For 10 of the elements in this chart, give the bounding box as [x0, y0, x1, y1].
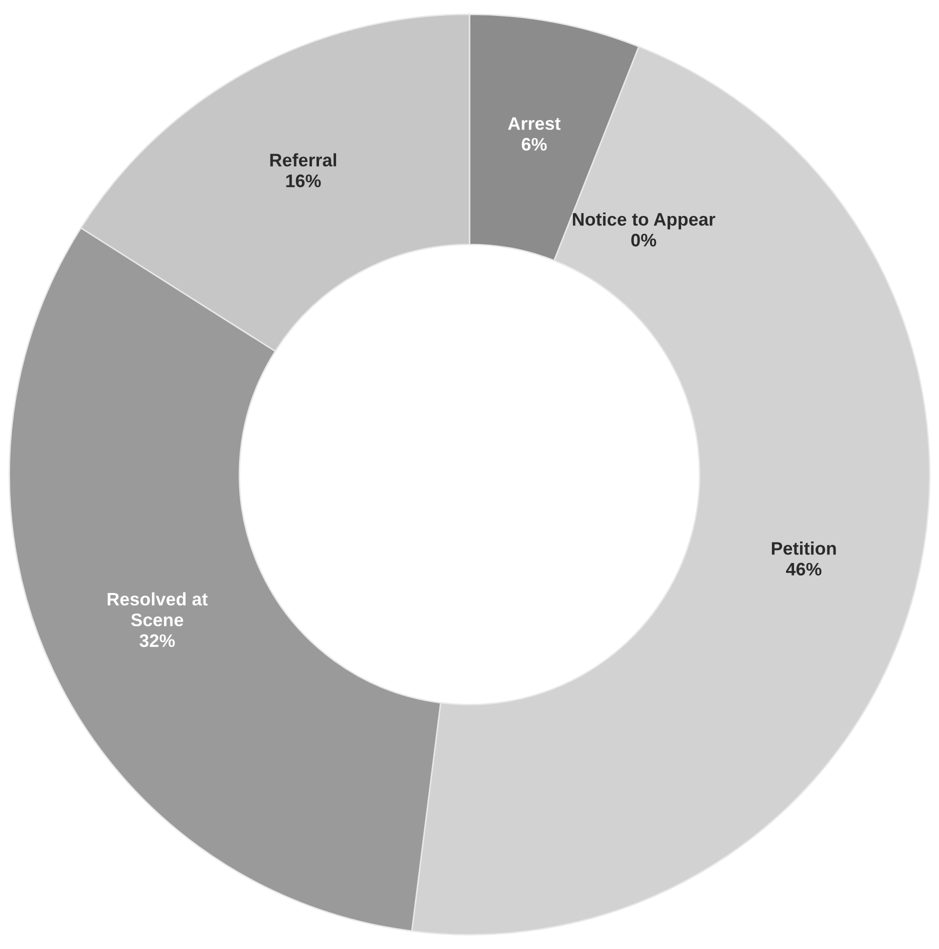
- slice-label: Petition: [772, 542, 836, 555]
- slice-label: Referral: [270, 153, 336, 167]
- category-label: Notice to Appear: [572, 212, 716, 230]
- text: 0%: [631, 234, 656, 246]
- slice-label: Arrest: [508, 117, 561, 130]
- data-label: 46%: [786, 562, 822, 576]
- data-label: 6%: [522, 138, 547, 151]
- slice-label: Resolved at Scene: [108, 592, 208, 626]
- data-label: 16%: [286, 174, 321, 188]
- data-label: 32%: [140, 634, 175, 648]
